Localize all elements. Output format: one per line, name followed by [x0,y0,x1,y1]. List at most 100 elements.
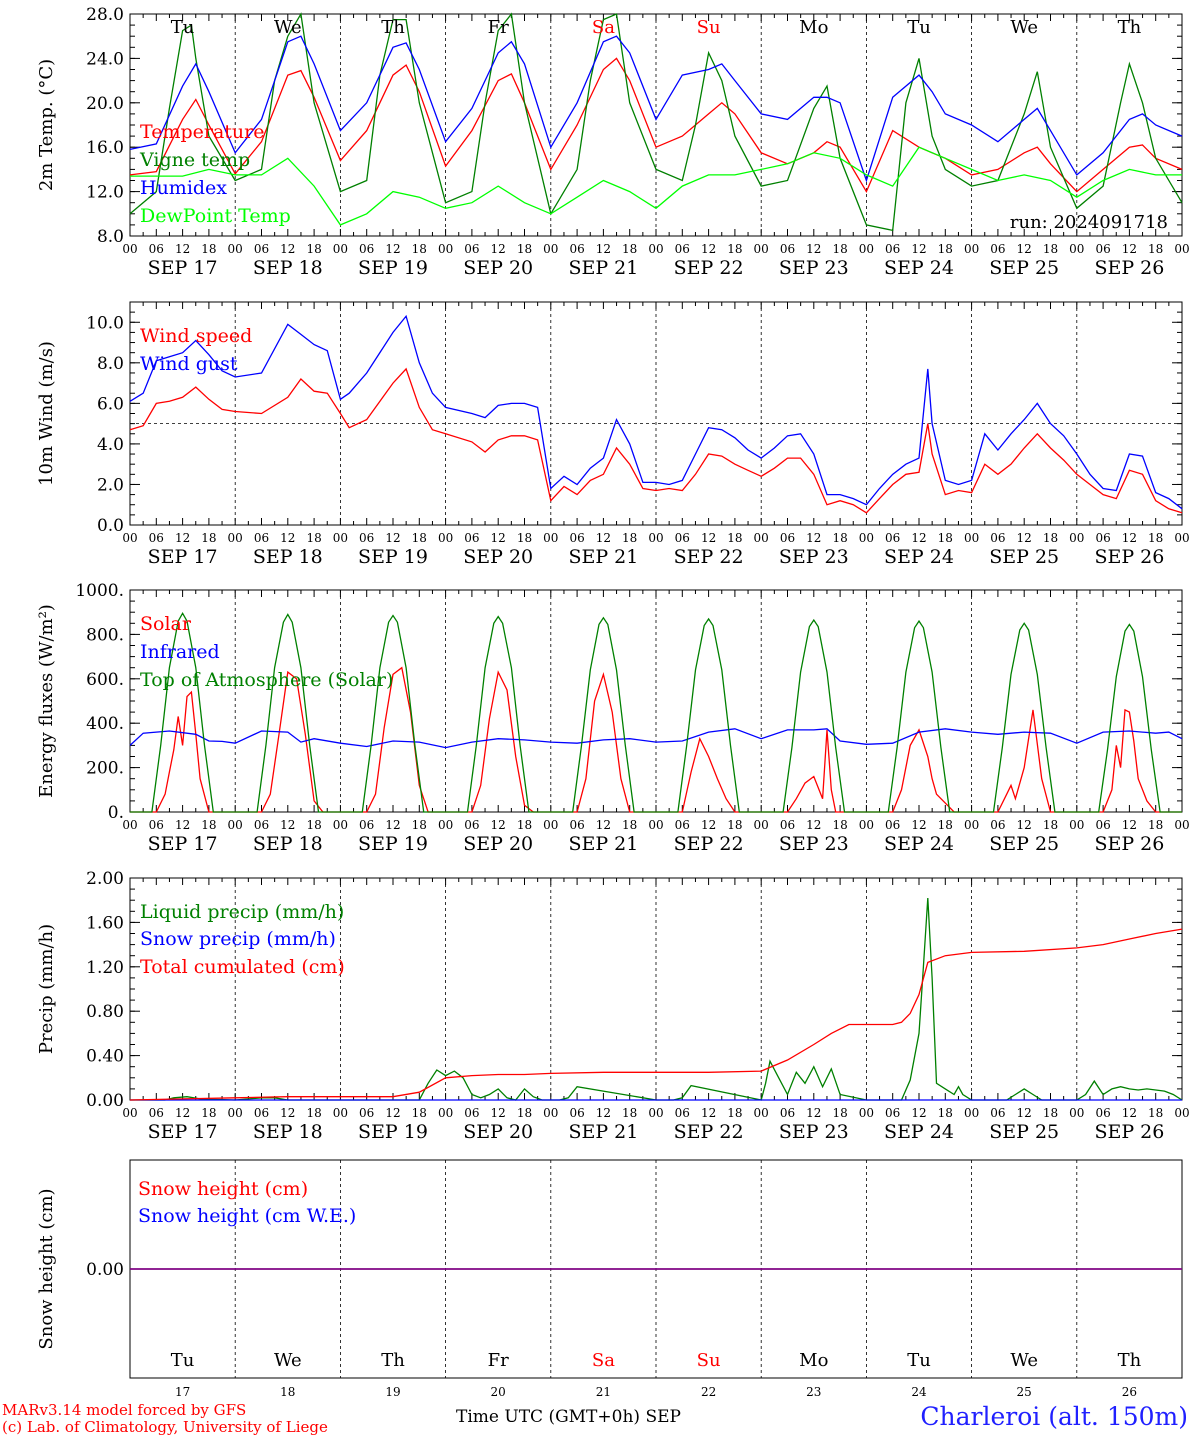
date-label: SEP 23 [779,546,849,568]
hour-tick-label: 00 [859,1106,874,1120]
hour-tick-label: 06 [359,1106,374,1120]
legend-entry: Humidex [140,177,227,199]
hour-tick-label: 12 [596,1106,611,1120]
y-tick-label: 0.00 [86,1260,124,1280]
weekday-label: Sa [592,1350,615,1371]
hour-tick-label: 18 [1043,531,1058,545]
hour-tick-label: 00 [754,242,769,256]
hour-tick-label: 18 [1043,1106,1058,1120]
hour-tick-label: 00 [648,1106,663,1120]
hour-tick-label: 18 [1148,1106,1163,1120]
y-axis-title: 10m Wind (m/s) [36,341,57,486]
date-label: SEP 24 [884,1121,954,1143]
date-label: SEP 23 [779,833,849,855]
hour-tick-label: 00 [122,242,137,256]
hour-tick-label: 00 [122,818,137,832]
hour-tick-label: 06 [780,531,795,545]
hour-tick-label: 12 [280,1106,295,1120]
hour-tick-label: 18 [1043,818,1058,832]
legend-entry: Snow precip (mm/h) [140,928,336,950]
date-label: SEP 25 [989,546,1059,568]
hour-tick-label: 12 [701,531,716,545]
hour-tick-label: 00 [543,1106,558,1120]
hour-tick-label: 12 [175,531,190,545]
hour-tick-label: 18 [201,531,216,545]
y-tick-label: 0.0 [97,516,124,536]
hour-tick-label: 12 [806,531,821,545]
hour-tick-label: 18 [622,531,637,545]
date-label: SEP 19 [358,833,428,855]
series-line-wind-gust [129,314,1183,510]
date-label: SEP 26 [1094,833,1164,855]
hour-tick-label: 18 [622,1106,637,1120]
hour-tick-label: 00 [859,531,874,545]
date-label: SEP 23 [779,257,849,279]
day-number-label: 26 [1122,1385,1137,1399]
hour-tick-label: 18 [517,242,532,256]
weekday-label: Mo [799,1350,828,1371]
weekday-label: Fr [488,1350,509,1371]
hour-tick-label: 06 [149,1106,164,1120]
weekday-label: Th [381,17,405,38]
hour-tick-label: 00 [1069,531,1084,545]
hour-tick-label: 12 [806,242,821,256]
hour-tick-label: 06 [569,242,584,256]
date-label: SEP 21 [568,833,638,855]
hour-tick-label: 18 [517,531,532,545]
hour-tick-label: 18 [201,818,216,832]
hour-tick-label: 06 [254,531,269,545]
y-tick-label: 1.20 [86,958,124,978]
hour-tick-label: 00 [964,242,979,256]
hour-tick-label: 12 [911,818,926,832]
hour-tick-label: 00 [1174,1106,1189,1120]
run-annotation: run: 2024091718 [1010,212,1168,233]
hour-tick-label: 18 [1043,242,1058,256]
date-label: SEP 26 [1094,546,1164,568]
hour-tick-label: 00 [1069,1106,1084,1120]
hour-tick-label: 06 [675,242,690,256]
hour-tick-label: 18 [412,242,427,256]
hour-tick-label: 06 [990,1106,1005,1120]
date-label: SEP 21 [568,1121,638,1143]
day-number-label: 20 [491,1385,506,1399]
weekday-label: We [1010,1350,1038,1371]
hour-tick-label: 06 [359,242,374,256]
hour-tick-label: 00 [333,818,348,832]
hour-tick-label: 12 [596,531,611,545]
hour-tick-label: 18 [938,818,953,832]
hour-tick-label: 18 [832,531,847,545]
y-tick-label: 24.0 [86,49,124,69]
hour-tick-label: 18 [412,531,427,545]
panel-frame-wind [129,301,1183,526]
hour-tick-label: 12 [701,1106,716,1120]
hour-tick-label: 18 [306,242,321,256]
hour-tick-label: 06 [1095,531,1110,545]
hour-tick-label: 00 [648,818,663,832]
hour-tick-label: 06 [569,531,584,545]
date-label: SEP 25 [989,1121,1059,1143]
legend-entry: Wind speed [140,325,252,347]
y-tick-label: 1000. [75,581,124,601]
date-label: SEP 26 [1094,1121,1164,1143]
day-number-label: 17 [175,1385,190,1399]
hour-tick-label: 18 [727,1106,742,1120]
hour-tick-label: 06 [254,818,269,832]
hour-tick-label: 12 [491,818,506,832]
copyright-credit: (c) Lab. of Climatology, University of L… [2,1418,328,1436]
hour-tick-label: 18 [517,818,532,832]
hour-tick-label: 00 [333,531,348,545]
y-tick-label: 10.0 [86,313,124,333]
hour-tick-label: 12 [491,531,506,545]
hour-tick-label: 18 [832,1106,847,1120]
hour-tick-label: 06 [675,531,690,545]
location-title: Charleroi (alt. 150m) [920,1402,1188,1431]
hour-tick-label: 00 [543,531,558,545]
hour-tick-label: 00 [122,531,137,545]
weekday-label: We [274,1350,302,1371]
hour-tick-label: 06 [569,1106,584,1120]
hour-tick-label: 06 [569,818,584,832]
date-label: SEP 19 [358,257,428,279]
hour-tick-label: 06 [149,242,164,256]
hour-tick-label: 06 [990,818,1005,832]
hour-tick-label: 00 [543,818,558,832]
